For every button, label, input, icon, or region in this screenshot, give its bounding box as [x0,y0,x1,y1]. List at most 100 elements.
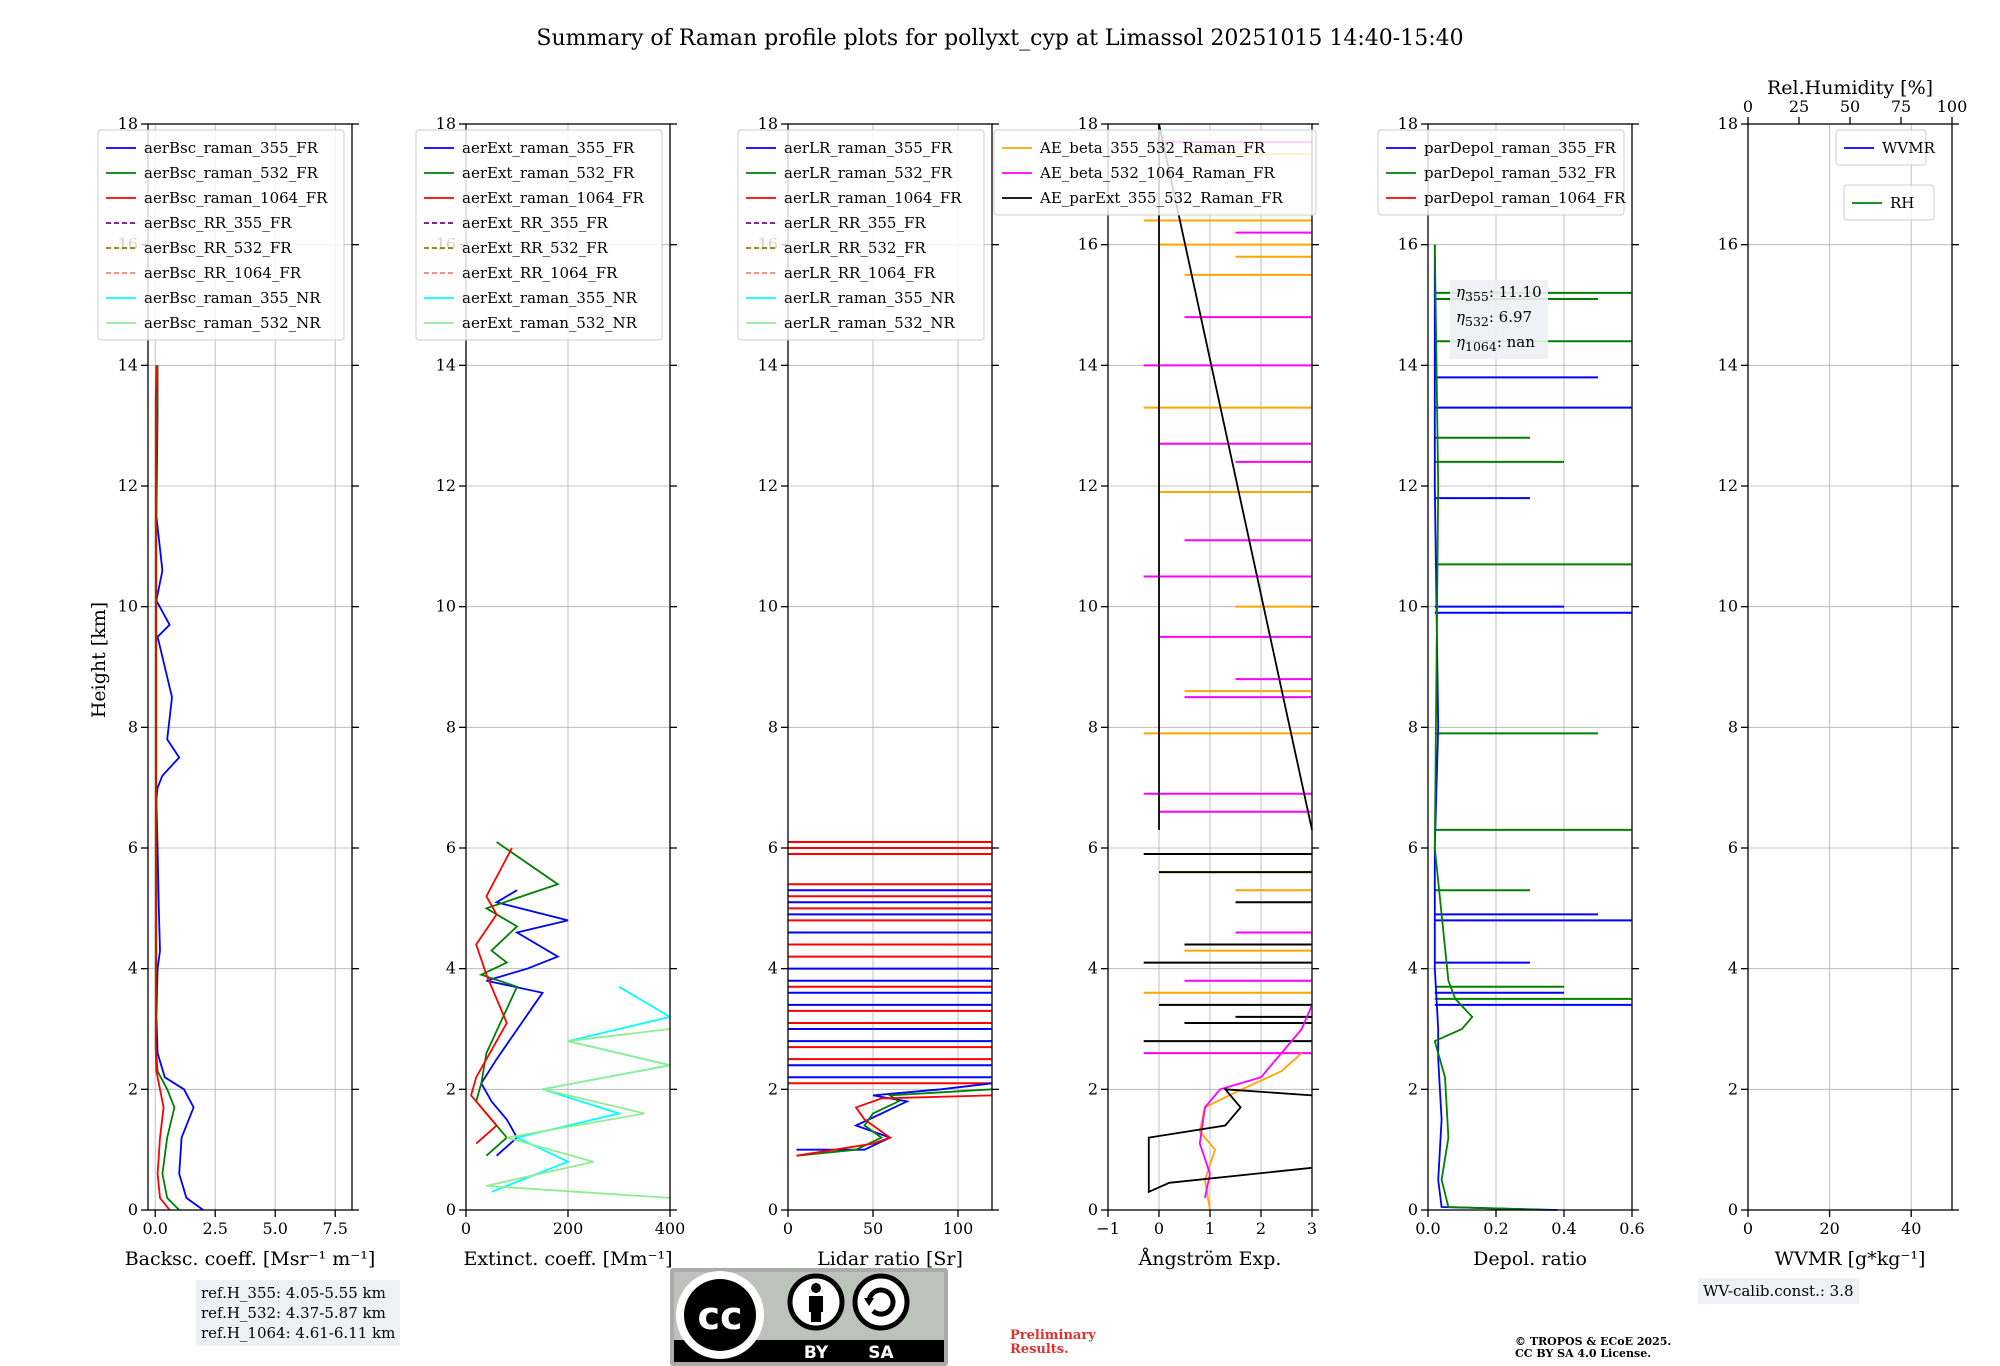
legend-entry: parDepol_raman_532_FR [1424,164,1617,182]
legend-entry: aerBsc_RR_1064_FR [144,264,302,282]
x-axis-label: WVMR [g*kg⁻¹] [1775,1248,1926,1270]
series-aerExt_raman_532_NR [486,1028,671,1199]
eta-355-label: η [1456,283,1465,301]
legend-entry: aerLR_RR_1064_FR [784,264,936,282]
y-tick-label: 18 [1078,114,1098,133]
x-tick-label: 100 [943,1219,974,1238]
x-tick-label: 0.0 [1415,1219,1440,1238]
y-tick-label: 14 [1398,355,1418,374]
x-tick-label: 0 [461,1219,471,1238]
legend-entry: aerBsc_raman_532_NR [144,314,321,332]
y-tick-label: 6 [1088,838,1098,857]
legend-entry: aerLR_RR_532_FR [784,239,926,257]
eta-532-label: η [1456,308,1465,326]
x-top-tick-label: 50 [1840,97,1860,116]
ref-heights-box: ref.H_355: 4.05-5.55 km ref.H_532: 4.37-… [196,1280,401,1346]
x-tick-label: 0 [783,1219,793,1238]
legend2-box [1843,184,1935,221]
x-tick-label: 5.0 [262,1219,287,1238]
legend-entry: parDepol_raman_355_FR [1424,139,1617,157]
copyright-line-2: CC BY SA 4.0 License. [1515,1347,1652,1360]
y-tick-label: 4 [446,959,456,978]
sa-icon [852,1273,910,1331]
series-aerLR_raman_532_FR [796,1088,993,1157]
ref-height-1064: ref.H_1064: 4.61-6.11 km [201,1324,396,1342]
series-aerExt_raman_1064_FR [470,847,513,1145]
eta-532: η532: 6.97 [1456,307,1542,332]
y-tick-label: 2 [1088,1079,1098,1098]
y-tick-label: 18 [1398,114,1418,133]
x-top-tick-label: 0 [1743,97,1753,116]
legend-box [97,129,345,341]
panel-lidar_ratio: 024681012141618050100Lidar ratio [Sr]aer… [737,114,999,1270]
y-tick-label: 0 [768,1200,778,1219]
legend-entry: aerLR_RR_355_FR [784,214,926,232]
legend-entry: aerBsc_RR_532_FR [144,239,292,257]
eta-355-sub: 355 [1465,289,1489,304]
legend-box [993,129,1317,216]
x-tick-label: 0 [1743,1219,1753,1238]
x-tick-label: 0.2 [1483,1219,1508,1238]
cc-text: cc [697,1294,742,1338]
y-tick-label: 10 [118,597,138,616]
y-tick-label: 16 [1078,235,1098,254]
x-axis-label: Extinct. coeff. [Mm⁻¹] [463,1248,672,1270]
y-tick-label: 10 [1718,597,1738,616]
y-tick-label: 4 [1088,959,1098,978]
series-aerLR_raman_1064_FR [796,1094,993,1157]
y-tick-label: 18 [436,114,456,133]
y-tick-label: 10 [1398,597,1418,616]
legend-entry: aerExt_RR_1064_FR [462,264,618,282]
y-tick-label: 12 [758,476,778,495]
legend-entry: aerBsc_raman_355_FR [144,139,319,157]
y-tick-label: 14 [1078,355,1098,374]
panel-water_vapor: 0 2 4 6 8 10 12 14 16 18 0 20 40 WVMR [g*kg⁻¹] 0 25 50 75… [1718,77,1968,1270]
y-tick-label: 16 [1398,235,1418,254]
axes-frame [787,123,993,1211]
preliminary-note: Preliminary Results. [1010,1329,1096,1357]
legend-entry: aerExt_RR_532_FR [462,239,609,257]
x-tick-label: 3 [1307,1219,1317,1238]
x-tick-label: 20 [1819,1219,1839,1238]
eta-1064-sub: 1064 [1465,339,1497,354]
preliminary-line-1: Preliminary [1010,1328,1096,1343]
x-axis-label: Ångström Exp. [1138,1248,1282,1270]
axes-frame [1747,123,1953,1211]
x-axis-label: Lidar ratio [Sr] [817,1248,963,1270]
y-tick-label: 8 [1408,717,1418,736]
y-tick-label: 14 [436,355,456,374]
legend-entry: aerBsc_raman_532_FR [144,164,319,182]
legend-entry: aerExt_raman_355_FR [462,139,635,157]
y-tick-label: 12 [118,476,138,495]
y-tick-label: 8 [128,717,138,736]
legend-entry: aerLR_raman_1064_FR [784,189,962,207]
y-tick-label: 6 [1408,838,1418,857]
x-tick-label: 50 [863,1219,883,1238]
y-tick-label: 8 [768,717,778,736]
legend-entry: aerBsc_RR_355_FR [144,214,292,232]
series-AE_beta_532_1064_Raman_FR [1198,1004,1313,1199]
wv-calib-box: WV-calib.const.: 3.8 [1698,1278,1859,1304]
axes-frame [147,123,353,1211]
y-tick-label: 12 [1078,476,1098,495]
copyright-note: © TROPOS & ECoE 2025. CC BY SA 4.0 Licen… [1515,1336,1671,1360]
cc-by-sa-logo: cc BY SA [670,1268,948,1366]
eta-box: η355: 11.10 η532: 6.97 η1064: nan [1450,280,1548,359]
series-AE_beta_355_532_Raman_FR [1198,1052,1303,1211]
eta-355: η355: 11.10 [1456,282,1542,307]
y-tick-label: 8 [446,717,456,736]
y-tick-label: 14 [1718,355,1738,374]
y-tick-label: 4 [768,959,778,978]
y-tick-label: 12 [1398,476,1418,495]
y-tick-label: 2 [768,1079,778,1098]
x-axis-label: Backsc. coeff. [Msr⁻¹ m⁻¹] [125,1248,376,1270]
legend-entry: aerExt_RR_355_FR [462,214,609,232]
by-text: BY [804,1343,829,1363]
x-tick-label: 0.0 [142,1219,167,1238]
x-tick-label: 0.6 [1619,1219,1644,1238]
x-tick-label: 2 [1256,1219,1266,1238]
eta-1064-label: η [1456,333,1465,351]
legend2-entry: RH [1890,194,1914,212]
